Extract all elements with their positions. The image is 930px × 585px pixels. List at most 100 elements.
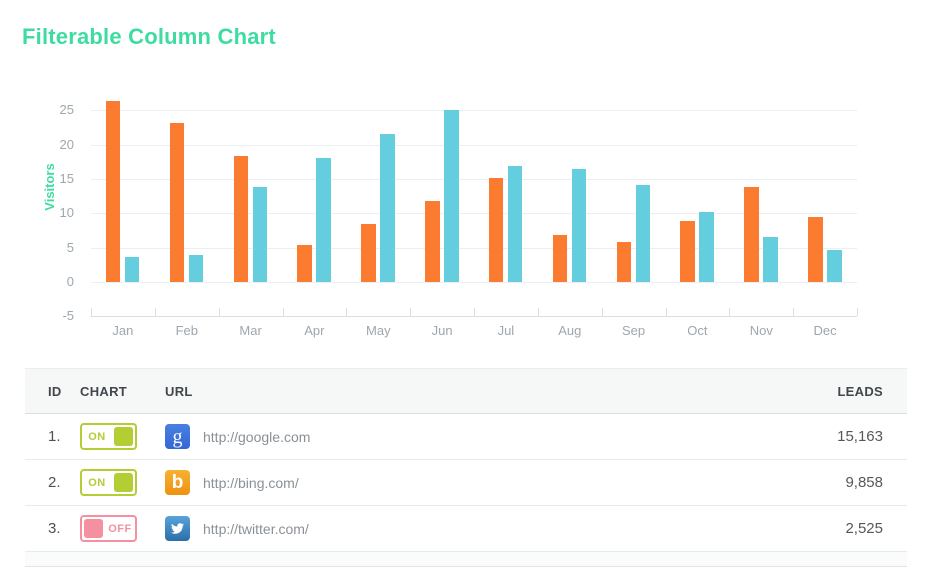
header-chart: CHART	[80, 383, 127, 399]
chart-cell: ON	[80, 469, 165, 496]
toggle-knob-icon	[114, 473, 133, 492]
leads-value: 2,525	[845, 520, 883, 537]
x-axis-label: May	[366, 323, 391, 338]
y-axis-label: 15	[59, 171, 74, 186]
bar-nov-orange-series	[744, 186, 759, 282]
x-axis-label: Jul	[497, 323, 515, 338]
url-text: http://twitter.com/	[203, 520, 309, 537]
chart-toggle-on[interactable]: ON	[80, 469, 137, 496]
bar-jan-orange-series	[105, 100, 121, 282]
leads-value: 9,858	[845, 474, 883, 491]
x-axis-label: Jun	[431, 323, 453, 338]
gridline	[91, 144, 857, 146]
google-favicon-icon: g	[165, 424, 190, 449]
table-row: 1. ON g http://google.com 15,163	[25, 414, 907, 460]
header-url: URL	[165, 383, 193, 399]
x-axis-label: Nov	[749, 323, 773, 338]
bar-apr-cyan-series	[316, 158, 331, 282]
row-id: 2.	[48, 474, 61, 491]
bar-aug-cyan-series	[571, 168, 587, 282]
twitter-favicon-icon	[165, 516, 190, 541]
column-chart: Visitors 25 20 15 10 5 0 -5 Jan Feb Mar Apr May Jun J…	[42, 100, 858, 338]
chart-cell: OFF	[80, 515, 165, 542]
toggle-state-label: OFF	[108, 522, 132, 535]
bar-dec-orange-series	[808, 216, 823, 282]
table-row: 3. OFF http://twitter.com/2,525	[25, 506, 907, 552]
bar-feb-orange-series	[169, 122, 185, 282]
bar-sep-cyan-series	[635, 185, 651, 282]
axis-tick	[601, 308, 603, 316]
bar-mar-orange-series	[233, 156, 249, 282]
table-row: 2. ON b http://bing.com/9,858	[25, 460, 907, 506]
gridline	[91, 282, 857, 283]
gridline	[91, 247, 857, 249]
x-axis-label: Sep	[622, 323, 646, 338]
url-text: http://google.com	[203, 428, 311, 445]
axis-tick	[665, 308, 667, 316]
toggle-state-label: ON	[88, 476, 106, 489]
axis-tick	[218, 308, 220, 316]
axis-tick	[857, 308, 858, 316]
y-axis-label: 0	[66, 274, 74, 289]
x-axis-label: Mar	[239, 323, 262, 338]
table-footer-strip	[25, 552, 907, 566]
axis-tick	[537, 308, 539, 316]
y-axis-label: 10	[59, 205, 74, 221]
axis-tick	[729, 308, 731, 316]
x-axis-label: Dec	[813, 323, 837, 338]
bar-apr-orange-series	[297, 244, 312, 282]
x-axis-label: Oct	[687, 323, 708, 338]
bar-may-orange-series	[361, 224, 376, 282]
url-cell: http://twitter.com/	[165, 516, 763, 541]
header-leads: LEADS	[837, 383, 883, 399]
axis-tick	[410, 308, 412, 316]
bar-dec-cyan-series	[827, 250, 842, 282]
bar-jul-orange-series	[488, 177, 504, 282]
axis-tick	[154, 308, 156, 316]
bar-oct-cyan-series	[699, 212, 714, 282]
bar-jul-cyan-series	[507, 166, 523, 282]
axis-tick	[282, 308, 284, 316]
url-cell: b http://bing.com/	[165, 470, 763, 495]
table-header-row: ID CHART URL LEADS	[25, 369, 907, 414]
toggle-state-label: ON	[88, 430, 106, 443]
leads-value: 15,163	[837, 428, 883, 445]
table-body: 1. ON g http://google.com 15,163 2. ON b http://…	[25, 414, 907, 552]
bar-mar-cyan-series	[252, 186, 268, 282]
filter-table: ID CHART URL LEADS 1. ON g http://google.co…	[25, 368, 907, 567]
bar-aug-orange-series	[552, 234, 568, 282]
gridline	[91, 179, 857, 180]
url-text: http://bing.com/	[203, 474, 299, 491]
bar-jun-orange-series	[425, 201, 440, 282]
gridline	[91, 110, 857, 112]
x-axis-label: Apr	[304, 323, 325, 338]
bar-oct-orange-series	[680, 220, 695, 282]
x-axis-label: Jan	[112, 323, 134, 338]
row-id: 1.	[48, 428, 61, 445]
chart-toggle-off[interactable]: OFF	[80, 515, 137, 542]
page-title: Filterable Column Chart	[22, 24, 276, 49]
chart-toggle-on[interactable]: ON	[80, 423, 137, 450]
axis-tick	[474, 308, 475, 316]
bar-nov-cyan-series	[763, 236, 778, 282]
y-axis-label: 25	[59, 102, 74, 118]
chart-cell: ON	[80, 423, 165, 450]
bar-feb-cyan-series	[188, 254, 204, 282]
bing-favicon-icon: b	[165, 470, 190, 495]
toggle-knob-icon	[84, 519, 103, 538]
bar-jun-cyan-series	[444, 110, 459, 282]
x-axis-line	[91, 316, 857, 317]
axis-tick	[91, 308, 92, 316]
gridline	[91, 213, 857, 215]
y-axis-label: -5	[62, 308, 74, 324]
bar-jan-cyan-series	[124, 256, 140, 282]
bar-may-cyan-series	[380, 134, 395, 282]
y-axis-label: 5	[66, 239, 74, 255]
header-id: ID	[48, 383, 62, 399]
x-axis-label: Aug	[558, 323, 582, 338]
row-id: 3.	[48, 520, 61, 537]
axis-tick	[346, 308, 348, 316]
x-axis-label: Feb	[175, 323, 198, 338]
bar-sep-orange-series	[616, 241, 632, 282]
toggle-knob-icon	[114, 427, 133, 446]
